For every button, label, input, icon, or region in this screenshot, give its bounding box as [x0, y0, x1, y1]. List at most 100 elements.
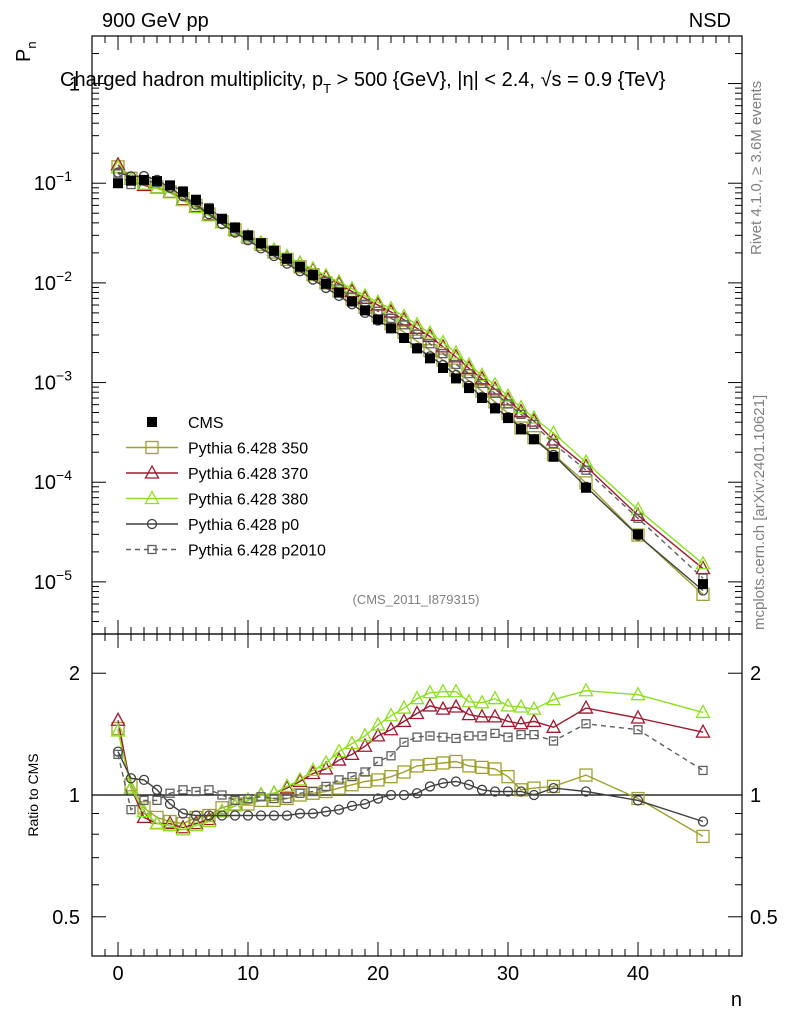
main-series-point: [422, 324, 438, 339]
ratio-y-tick-label-right: 0.5: [750, 907, 778, 929]
ratio-series-point: [526, 713, 542, 728]
main-y-tick-label: 10−2: [34, 268, 72, 295]
ratio-series-point: [526, 700, 542, 715]
main-series-point: [435, 334, 451, 349]
ratio-series-point: [214, 803, 230, 818]
ratio-series-point: [487, 708, 503, 723]
ratio-series-point: [489, 786, 501, 797]
ratio-series-point: [409, 705, 425, 720]
ratio-series-point: [178, 785, 188, 795]
legend-entry: Pythia 6.428 380: [126, 490, 308, 509]
ratio-series-point: [633, 725, 643, 735]
main-title: Charged hadron multiplicity, pT > 500 {G…: [60, 69, 666, 96]
ratio-series-point: [464, 731, 474, 741]
ratio-series-point: [201, 813, 217, 828]
ratio-series-point: [463, 779, 475, 790]
legend-entry: Pythia 6.428 p2010: [126, 543, 326, 560]
main-y-tick-label: 10−5: [34, 567, 72, 594]
ratio-series-point: [410, 759, 424, 773]
main-series-point: [513, 399, 529, 414]
cms-data-point: [347, 296, 357, 307]
main-y-tick-label: 1: [69, 74, 80, 96]
ratio-series-point: [305, 762, 321, 777]
ratio-series-line: [117, 705, 704, 829]
cms-data-point: [204, 204, 214, 215]
ratio-series-point: [578, 682, 594, 697]
ratio-series-point: [216, 810, 228, 821]
ratio-series-point: [500, 697, 516, 712]
ratio-series-point: [307, 808, 319, 819]
ratio-series-point: [255, 810, 267, 821]
ratio-series-point: [490, 728, 500, 739]
legend-marker: [144, 490, 160, 505]
cms-data-point: [256, 238, 266, 249]
ratio-series-point: [436, 756, 450, 770]
ratio-series-point: [383, 707, 399, 722]
ratio-series-point: [438, 732, 448, 742]
cms-data-point: [490, 403, 500, 414]
legend-label: Pythia 6.428 p2010: [188, 543, 326, 560]
ratio-series-point: [409, 690, 425, 705]
cms-data-point: [581, 482, 591, 493]
x-tick-label: 10: [237, 963, 259, 985]
cms-data-point: [269, 245, 279, 256]
cms-data-point: [503, 413, 513, 424]
ratio-series-point: [331, 743, 347, 758]
main-series-point: [500, 387, 516, 402]
cms-data-point: [152, 176, 162, 187]
ratio-series-point: [515, 786, 527, 797]
ratio-series-line: [117, 723, 704, 811]
ratio-series-point: [334, 775, 344, 785]
ratio-series-point: [370, 727, 386, 742]
ratio-series-point: [269, 793, 279, 804]
legend-entry: Pythia 6.428 350: [126, 441, 308, 458]
rivet-version-label: Rivet 4.1.0, ≥ 3.6M events: [748, 81, 765, 255]
ratio-series-point: [527, 781, 541, 795]
main-series-point: [396, 308, 412, 323]
ratio-series-point: [162, 815, 178, 830]
ratio-series-point: [344, 746, 360, 761]
energy-label: 900 GeV pp: [102, 10, 209, 32]
legend-marker: [147, 417, 157, 427]
ratio-series-line: [117, 689, 704, 831]
main-series-point: [477, 378, 487, 389]
cms-data-point: [321, 278, 331, 289]
ratio-series-point: [347, 772, 357, 782]
ratio-series-point: [292, 773, 308, 788]
main-series-point: [516, 409, 526, 419]
ratio-series-point: [396, 699, 412, 714]
ratio-series-point: [450, 776, 462, 787]
ratio-series-point: [319, 784, 333, 799]
ratio-series-point: [513, 698, 529, 713]
main-series-point: [331, 273, 347, 288]
ratio-series-line: [117, 751, 704, 823]
ratio-series-point: [696, 829, 710, 844]
ratio-series-point: [396, 713, 412, 728]
legend-entry: Pythia 6.428 p0: [126, 517, 299, 534]
ratio-series-point: [384, 770, 398, 784]
x-tick-label: 0: [112, 963, 123, 985]
ratio-series-point: [449, 754, 463, 769]
cms-data-point: [386, 323, 396, 334]
main-series-point: [464, 368, 474, 379]
x-tick-label: 20: [367, 963, 389, 985]
ratio-series-point: [190, 810, 202, 821]
ratio-series-point: [630, 686, 646, 701]
main-y-tick-label: 10−3: [34, 368, 72, 395]
ratio-series-point: [371, 773, 385, 787]
ratio-series-point: [435, 700, 451, 715]
ratio-series-point: [268, 810, 280, 821]
legend: CMS Pythia 6.428 350 Pythia 6.428 370 Pythi…: [126, 415, 326, 560]
cms-data-point: [633, 529, 643, 540]
ratio-series-point: [487, 690, 503, 705]
ratio-series-point: [294, 808, 306, 819]
ratio-series-point: [475, 760, 489, 775]
main-series-point: [633, 513, 643, 523]
ratio-series-point: [630, 709, 646, 724]
analysis-tag: (CMS_2011_I879315): [353, 592, 480, 607]
ratio-series-point: [281, 810, 293, 821]
legend-label: Pythia 6.428 370: [188, 466, 308, 483]
ratio-series-point: [385, 789, 397, 801]
ratio-series-point: [435, 683, 451, 698]
legend-entry: CMS: [147, 415, 224, 432]
